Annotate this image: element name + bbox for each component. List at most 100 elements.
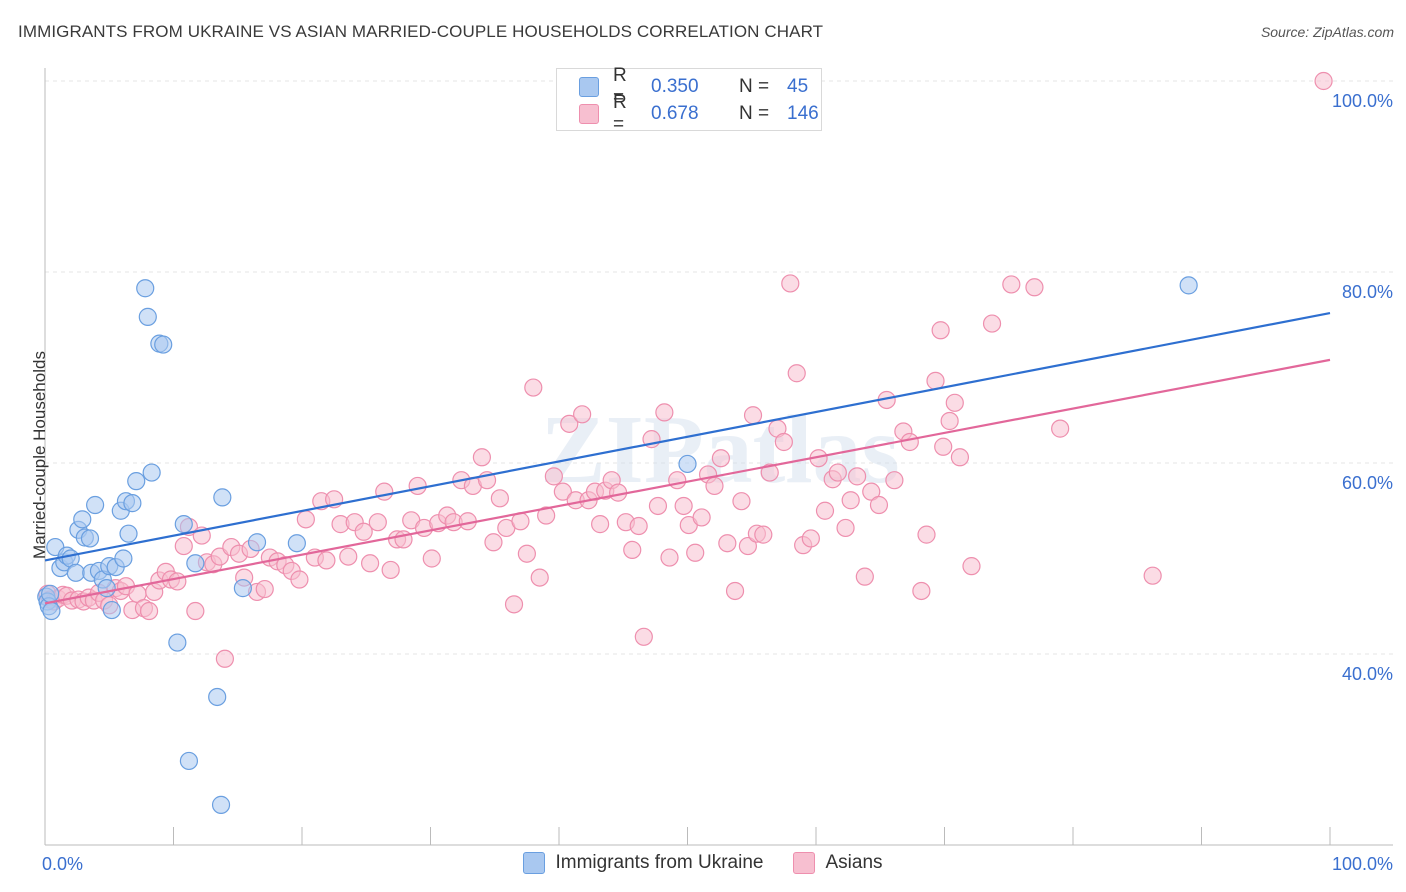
ukraine-point [119, 524, 138, 543]
asians-point [215, 649, 234, 668]
asians-point [869, 495, 889, 515]
ukraine-points [37, 276, 1198, 814]
n-label: N = [739, 76, 770, 97]
asians-point [1143, 566, 1162, 585]
asians-point [1025, 278, 1044, 297]
asians-point [174, 536, 193, 556]
asians-point [375, 482, 394, 501]
ukraine-point [138, 307, 157, 326]
ukraine-point [102, 600, 121, 620]
asians-point [537, 506, 556, 525]
asians-point [900, 432, 919, 452]
asians-point [931, 321, 950, 340]
asians-point [885, 471, 904, 490]
asians-point [668, 471, 687, 490]
asians-point [255, 579, 274, 599]
ukraine-point [73, 510, 92, 529]
ukraine-point [142, 463, 161, 482]
asians-point [1002, 275, 1021, 294]
asians-point [339, 547, 358, 566]
asians-point [361, 554, 380, 573]
x-tick-label: 0.0% [42, 854, 83, 874]
chart-title: IMMIGRANTS FROM UKRAINE VS ASIAN MARRIED… [18, 22, 824, 41]
ukraine-point [154, 335, 173, 354]
asians-point [917, 525, 936, 544]
asians-point [484, 533, 503, 552]
asians-point [544, 467, 563, 486]
ukraine-point [174, 515, 193, 534]
ukraine-trend-line [44, 311, 1331, 562]
asians-point [648, 496, 668, 516]
ukraine-point [97, 579, 116, 598]
tick-labels: 40.0% 60.0% 80.0% 100.0% 0.0% 100.0% [42, 91, 1393, 874]
legend-item-asians: Asians [793, 852, 883, 874]
legend-label-ukraine: Immigrants from Ukraine [555, 852, 764, 873]
asians-point [760, 463, 779, 482]
ukraine-point [42, 601, 61, 621]
asians-point [290, 570, 309, 589]
asians-point [168, 572, 187, 591]
asians-point [573, 405, 592, 424]
n-value: 146 [787, 103, 819, 124]
asians-point [381, 560, 400, 580]
y-tick-label: 60.0% [1342, 473, 1393, 493]
asians-point [317, 551, 336, 570]
ukraine-point [179, 751, 199, 771]
asians-point [705, 476, 724, 496]
asians-point [629, 516, 648, 536]
asians-point [781, 274, 800, 293]
r-label: R = [613, 92, 627, 135]
asians-point [422, 549, 441, 568]
legend-row-ukraine: R = 0.350 N = 45 [579, 65, 809, 108]
asians-point [743, 406, 763, 425]
asians-point [934, 437, 953, 456]
asians-point [408, 476, 427, 496]
ukraine-point [41, 584, 60, 603]
asians-point [738, 536, 757, 556]
legend-row-asians: R = 0.678 N = 146 [579, 92, 819, 135]
ukraine-point [678, 454, 697, 474]
asians-point [815, 501, 835, 520]
asians-trend-line [44, 358, 1331, 605]
asians-point [634, 627, 653, 646]
asians-point [517, 544, 536, 563]
asians-point [774, 432, 793, 452]
ukraine-point [136, 279, 155, 298]
ukraine-point [208, 687, 227, 707]
asians-point [1051, 419, 1070, 438]
asians-point [655, 403, 674, 422]
legend-swatch-blue [523, 852, 546, 874]
asians-point [490, 489, 509, 508]
ukraine-point [86, 495, 105, 515]
legend-label-asians: Asians [825, 852, 883, 873]
series-legend: Immigrants from Ukraine Asians [0, 852, 1406, 874]
ukraine-point [80, 529, 100, 548]
asians-point [524, 378, 543, 397]
ukraine-point [186, 554, 205, 573]
asians-point [732, 492, 751, 511]
n-label: N = [739, 103, 770, 124]
asians-point [686, 543, 705, 562]
ukraine-point [114, 549, 133, 568]
asians-point [912, 581, 931, 601]
legend-swatch-blue [579, 77, 599, 97]
asians-point [368, 513, 387, 532]
n-value: 45 [787, 76, 809, 97]
asians-point [836, 518, 855, 538]
asians-point [560, 414, 579, 433]
ukraine-point [127, 472, 146, 491]
asians-point [982, 314, 1002, 333]
ukraine-point [123, 494, 142, 513]
legend-swatch-pink [579, 104, 599, 124]
ukraine-point [168, 633, 187, 652]
y-axis-label: Married-couple Households [30, 351, 49, 559]
legend-swatch-pink [793, 852, 816, 874]
asians-point [1314, 71, 1333, 91]
asians-point [660, 548, 679, 567]
y-tick-label: 80.0% [1342, 282, 1393, 302]
asians-point [841, 491, 860, 510]
asians-point [940, 411, 959, 431]
ukraine-point [66, 563, 85, 582]
r-label: R = [613, 65, 627, 108]
